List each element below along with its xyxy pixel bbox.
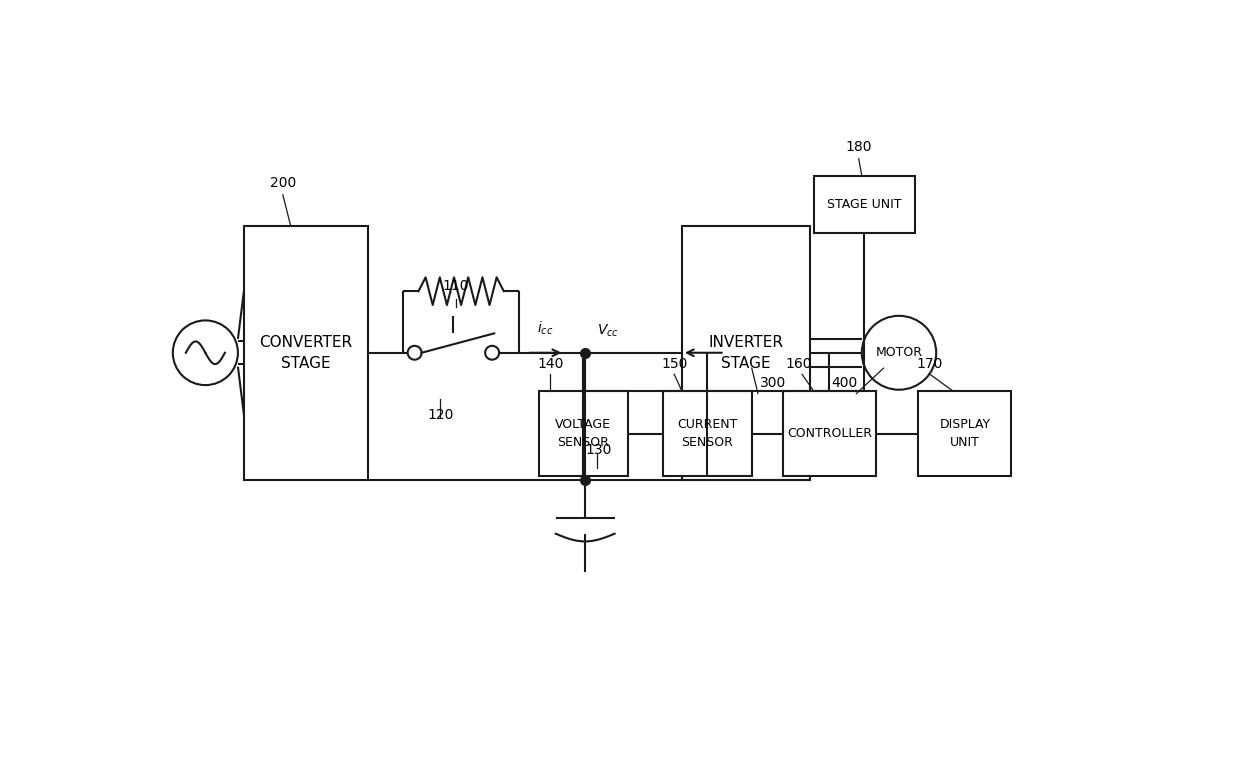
Text: 180: 180: [846, 140, 872, 154]
Bar: [813, 176, 915, 233]
Bar: [662, 391, 751, 476]
Text: 400: 400: [832, 376, 858, 390]
Text: 140: 140: [537, 357, 563, 371]
Text: CONTROLLER: CONTROLLER: [786, 427, 872, 440]
Bar: [682, 226, 810, 480]
Bar: [244, 226, 368, 480]
Text: 170: 170: [916, 357, 944, 371]
Text: 130: 130: [585, 443, 613, 457]
Bar: [538, 391, 627, 476]
Text: 120: 120: [427, 408, 454, 422]
Text: $i_{cc}$: $i_{cc}$: [537, 320, 554, 337]
Text: 200: 200: [270, 176, 296, 190]
Text: MOTOR: MOTOR: [875, 346, 923, 359]
Text: 160: 160: [785, 357, 811, 371]
Text: 110: 110: [443, 279, 469, 293]
Text: STAGE UNIT: STAGE UNIT: [827, 198, 901, 211]
Bar: [782, 391, 875, 476]
Text: VOLTAGE
SENSOR: VOLTAGE SENSOR: [556, 418, 611, 449]
Text: $V_{cc}$: $V_{cc}$: [596, 322, 619, 339]
Text: CURRENT
SENSOR: CURRENT SENSOR: [677, 418, 738, 449]
Bar: [919, 391, 1012, 476]
Text: DISPLAY
UNIT: DISPLAY UNIT: [940, 418, 991, 449]
Text: INVERTER
STAGE: INVERTER STAGE: [708, 335, 784, 371]
Text: 150: 150: [661, 357, 687, 371]
Text: 300: 300: [759, 376, 786, 390]
Text: CONVERTER
STAGE: CONVERTER STAGE: [259, 335, 352, 371]
